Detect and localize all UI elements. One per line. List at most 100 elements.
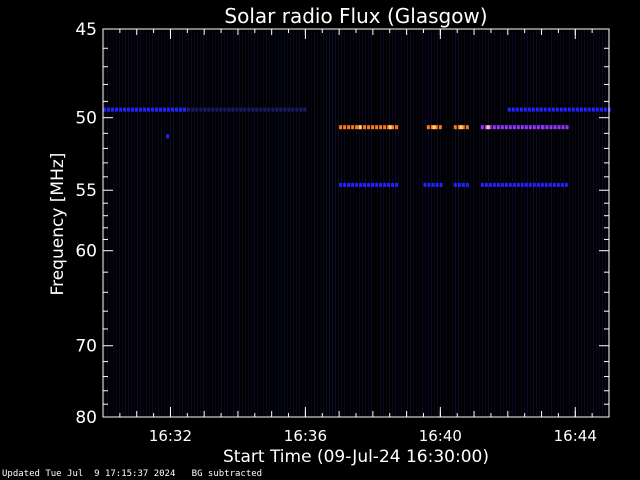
texture-streak bbox=[290, 30, 291, 416]
y-axis-label: Frequency [MHz] bbox=[48, 153, 68, 296]
band-segment bbox=[279, 107, 283, 112]
band-segment bbox=[431, 182, 435, 187]
texture-streak bbox=[119, 30, 120, 416]
emission-spots bbox=[166, 125, 490, 139]
texture-streak bbox=[584, 30, 585, 416]
texture-streak bbox=[275, 30, 276, 416]
band-segment bbox=[187, 107, 191, 112]
texture-streak bbox=[326, 30, 327, 416]
texture-streak bbox=[401, 30, 402, 416]
x-tick-label: 16:36 bbox=[284, 427, 327, 445]
band-segment bbox=[379, 125, 383, 130]
texture-streak bbox=[605, 30, 606, 416]
band-segment bbox=[549, 125, 553, 130]
band-segment bbox=[453, 182, 457, 187]
texture-streak bbox=[158, 30, 159, 416]
band-segment bbox=[512, 125, 516, 130]
band-segment bbox=[484, 125, 488, 130]
texture-streak bbox=[218, 30, 219, 416]
texture-streak bbox=[293, 30, 294, 416]
texture-streak bbox=[242, 30, 243, 416]
texture-streak bbox=[104, 30, 105, 416]
texture-streak bbox=[581, 30, 582, 416]
band-segment bbox=[179, 107, 182, 112]
texture-streak bbox=[383, 30, 384, 416]
texture-streak bbox=[152, 30, 153, 416]
band-segment bbox=[508, 125, 512, 130]
band-segment bbox=[351, 182, 355, 187]
chart-title: Solar radio Flux (Glasgow) bbox=[224, 4, 487, 28]
band-segment bbox=[480, 125, 484, 130]
plot-frame bbox=[102, 28, 610, 418]
band-segment bbox=[520, 125, 524, 130]
texture-streak bbox=[110, 30, 111, 416]
band-segment bbox=[167, 107, 170, 112]
texture-streak bbox=[557, 30, 558, 416]
band-segment bbox=[287, 107, 291, 112]
texture-streak bbox=[506, 30, 507, 416]
texture-streak bbox=[395, 30, 396, 416]
x-axis-label: Start Time (09-Jul-24 16:30:00) bbox=[223, 447, 489, 467]
band-segment bbox=[371, 182, 375, 187]
texture-streak bbox=[449, 30, 450, 416]
texture-streak bbox=[332, 30, 333, 416]
texture-streak bbox=[467, 30, 468, 416]
band-segment bbox=[135, 107, 138, 112]
texture-streak bbox=[161, 30, 162, 416]
x-tick-label: 16:44 bbox=[554, 427, 597, 445]
texture-streak bbox=[419, 30, 420, 416]
texture-streak bbox=[542, 30, 543, 416]
band-segment bbox=[359, 182, 363, 187]
texture-streak bbox=[302, 30, 303, 416]
band-segment bbox=[583, 107, 587, 112]
band-segment bbox=[371, 125, 375, 130]
band-segment bbox=[299, 107, 303, 112]
band-segment bbox=[438, 125, 442, 130]
band-segment bbox=[283, 107, 287, 112]
texture-streak bbox=[107, 30, 108, 416]
texture-streak bbox=[251, 30, 252, 416]
texture-streak bbox=[122, 30, 123, 416]
texture-streak bbox=[320, 30, 321, 416]
texture-streak bbox=[434, 30, 435, 416]
update-timestamp: Updated Tue Jul 9 17:15:37 2024 bbox=[2, 469, 176, 479]
band-segment bbox=[435, 182, 439, 187]
band-segment bbox=[507, 107, 511, 112]
texture-streak bbox=[329, 30, 330, 416]
texture-streak bbox=[491, 30, 492, 416]
band-segment bbox=[524, 125, 528, 130]
texture-streak bbox=[539, 30, 540, 416]
texture-streak bbox=[560, 30, 561, 416]
band-segment bbox=[175, 107, 178, 112]
texture-streak bbox=[170, 30, 171, 416]
texture-streak bbox=[194, 30, 195, 416]
texture-streak bbox=[209, 30, 210, 416]
band-segment bbox=[147, 107, 150, 112]
y-tick-label: 45 bbox=[75, 20, 97, 40]
band-segment bbox=[275, 107, 279, 112]
texture-streak bbox=[572, 30, 573, 416]
band-segment bbox=[591, 107, 595, 112]
band-segment bbox=[387, 125, 391, 130]
texture-streak bbox=[131, 30, 132, 416]
texture-streak bbox=[461, 30, 462, 416]
texture-streak bbox=[488, 30, 489, 416]
band-segment bbox=[103, 107, 106, 112]
texture-streak bbox=[263, 30, 264, 416]
band-segment bbox=[367, 125, 371, 130]
band-segment bbox=[504, 125, 508, 130]
band-segment bbox=[500, 182, 504, 187]
texture-streak bbox=[398, 30, 399, 416]
band-segment bbox=[492, 125, 496, 130]
band-segment bbox=[453, 125, 457, 130]
band-segment bbox=[223, 107, 227, 112]
band-segment bbox=[484, 182, 488, 187]
texture-streak bbox=[215, 30, 216, 416]
texture-streak bbox=[482, 30, 483, 416]
texture-streak bbox=[371, 30, 372, 416]
texture-streak bbox=[230, 30, 231, 416]
band-segment bbox=[496, 125, 500, 130]
band-segment bbox=[548, 182, 552, 187]
